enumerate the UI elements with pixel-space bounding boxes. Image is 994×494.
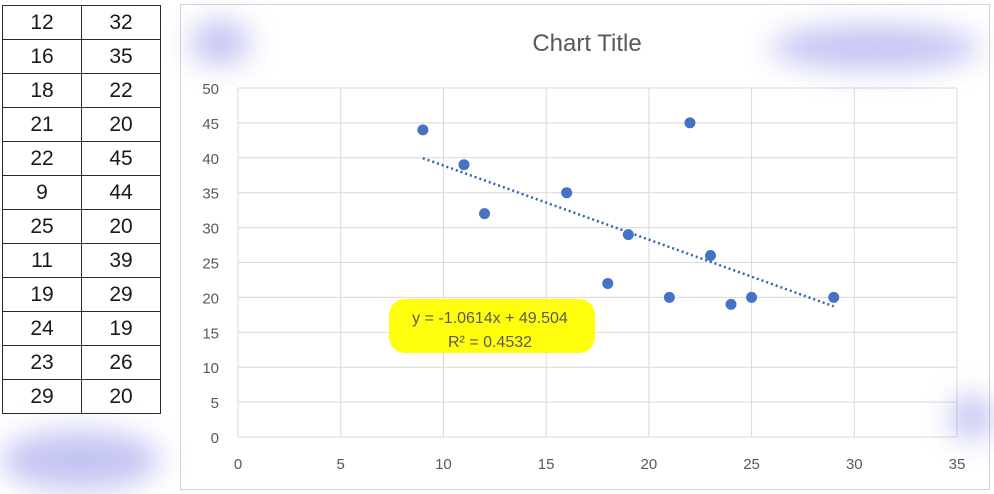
table-row: 18 22 (2, 73, 161, 108)
cell-x[interactable]: 29 (2, 379, 82, 414)
table-row: 23 26 (2, 345, 161, 380)
y-tick-label: 45 (202, 116, 219, 133)
table-row: 19 29 (2, 277, 161, 312)
cell-y[interactable]: 32 (81, 5, 161, 40)
data-point (663, 291, 675, 303)
trendline-annotation: y = -1.0614x + 49.504 R² = 0.4532 (389, 299, 595, 353)
data-point (561, 187, 573, 199)
x-tick-label: 25 (743, 456, 760, 473)
y-tick-label: 40 (202, 151, 219, 168)
data-points (417, 117, 840, 310)
y-tick-label: 0 (211, 430, 219, 447)
chart-area[interactable]: 0 5 10 15 20 25 30 35 40 45 50 0 5 10 15 20 25 30 35 y = -… (180, 4, 990, 490)
scatter-chart: 0 5 10 15 20 25 30 35 40 45 50 0 5 10 15 20 25 30 35 y = -… (202, 30, 965, 473)
table-body: 12 32 16 35 18 22 21 20 22 45 9 44 25 20 11 39 19 29 24 19 2… (2, 5, 161, 414)
x-tick-label: 15 (538, 456, 555, 473)
trendline-equation: y = -1.0614x + 49.504 (412, 310, 568, 327)
cell-x[interactable]: 19 (2, 277, 82, 312)
data-table: 12 32 16 35 18 22 21 20 22 45 9 44 25 20 11 39 19 29 24 19 2… (2, 5, 161, 414)
data-point (704, 250, 716, 262)
data-point (684, 117, 696, 129)
data-point (725, 298, 737, 310)
cell-x[interactable]: 25 (2, 209, 82, 244)
data-point (828, 291, 840, 303)
x-tick-label: 0 (234, 456, 242, 473)
cell-x[interactable]: 12 (2, 5, 82, 40)
table-row: 9 44 (2, 175, 161, 210)
cell-y[interactable]: 20 (81, 379, 161, 414)
cell-x[interactable]: 16 (2, 39, 82, 74)
chart-title: Chart Title (532, 30, 641, 57)
y-tick-label: 5 (211, 395, 219, 412)
table-row: 22 45 (2, 141, 161, 176)
cell-y[interactable]: 39 (81, 243, 161, 278)
blur-artifact (0, 430, 160, 490)
table-row: 11 39 (2, 243, 161, 278)
x-tick-label: 20 (641, 456, 658, 473)
axis-tick-labels: 0 5 10 15 20 25 30 35 40 45 50 0 5 10 15 20 25 30 35 (202, 81, 965, 473)
cell-x[interactable]: 21 (2, 107, 82, 142)
cell-y[interactable]: 19 (81, 311, 161, 346)
cell-x[interactable]: 18 (2, 73, 82, 108)
cell-x[interactable]: 9 (2, 175, 82, 210)
grid-lines (237, 87, 958, 438)
x-tick-label: 35 (949, 456, 966, 473)
table-row: 24 19 (2, 311, 161, 346)
data-point (458, 159, 470, 171)
data-point (602, 277, 614, 289)
cell-y[interactable]: 29 (81, 277, 161, 312)
cell-y[interactable]: 20 (81, 107, 161, 142)
x-tick-label: 30 (846, 456, 863, 473)
cell-y[interactable]: 45 (81, 141, 161, 176)
cell-x[interactable]: 24 (2, 311, 82, 346)
y-tick-label: 35 (202, 186, 219, 203)
y-tick-label: 15 (202, 325, 219, 342)
cell-y[interactable]: 35 (81, 39, 161, 74)
data-point (479, 208, 491, 220)
data-point (417, 124, 429, 136)
highlight-marker (389, 299, 595, 353)
table-row: 12 32 (2, 5, 161, 40)
cell-y[interactable]: 20 (81, 209, 161, 244)
table-row: 21 20 (2, 107, 161, 142)
table-row: 29 20 (2, 379, 161, 414)
x-tick-label: 10 (435, 456, 452, 473)
data-point (622, 229, 634, 241)
cell-y[interactable]: 44 (81, 175, 161, 210)
cell-x[interactable]: 22 (2, 141, 82, 176)
cell-x[interactable]: 23 (2, 345, 82, 380)
table-row: 16 35 (2, 39, 161, 74)
cell-x[interactable]: 11 (2, 243, 82, 278)
cell-y[interactable]: 22 (81, 73, 161, 108)
y-tick-label: 20 (202, 290, 219, 307)
x-tick-label: 5 (337, 456, 345, 473)
y-tick-label: 50 (202, 81, 219, 98)
y-tick-label: 30 (202, 221, 219, 238)
trendline-r-squared: R² = 0.4532 (448, 334, 532, 351)
y-tick-label: 25 (202, 256, 219, 273)
y-tick-label: 10 (202, 360, 219, 377)
cell-y[interactable]: 26 (81, 345, 161, 380)
table-row: 25 20 (2, 209, 161, 244)
data-point (746, 291, 758, 303)
